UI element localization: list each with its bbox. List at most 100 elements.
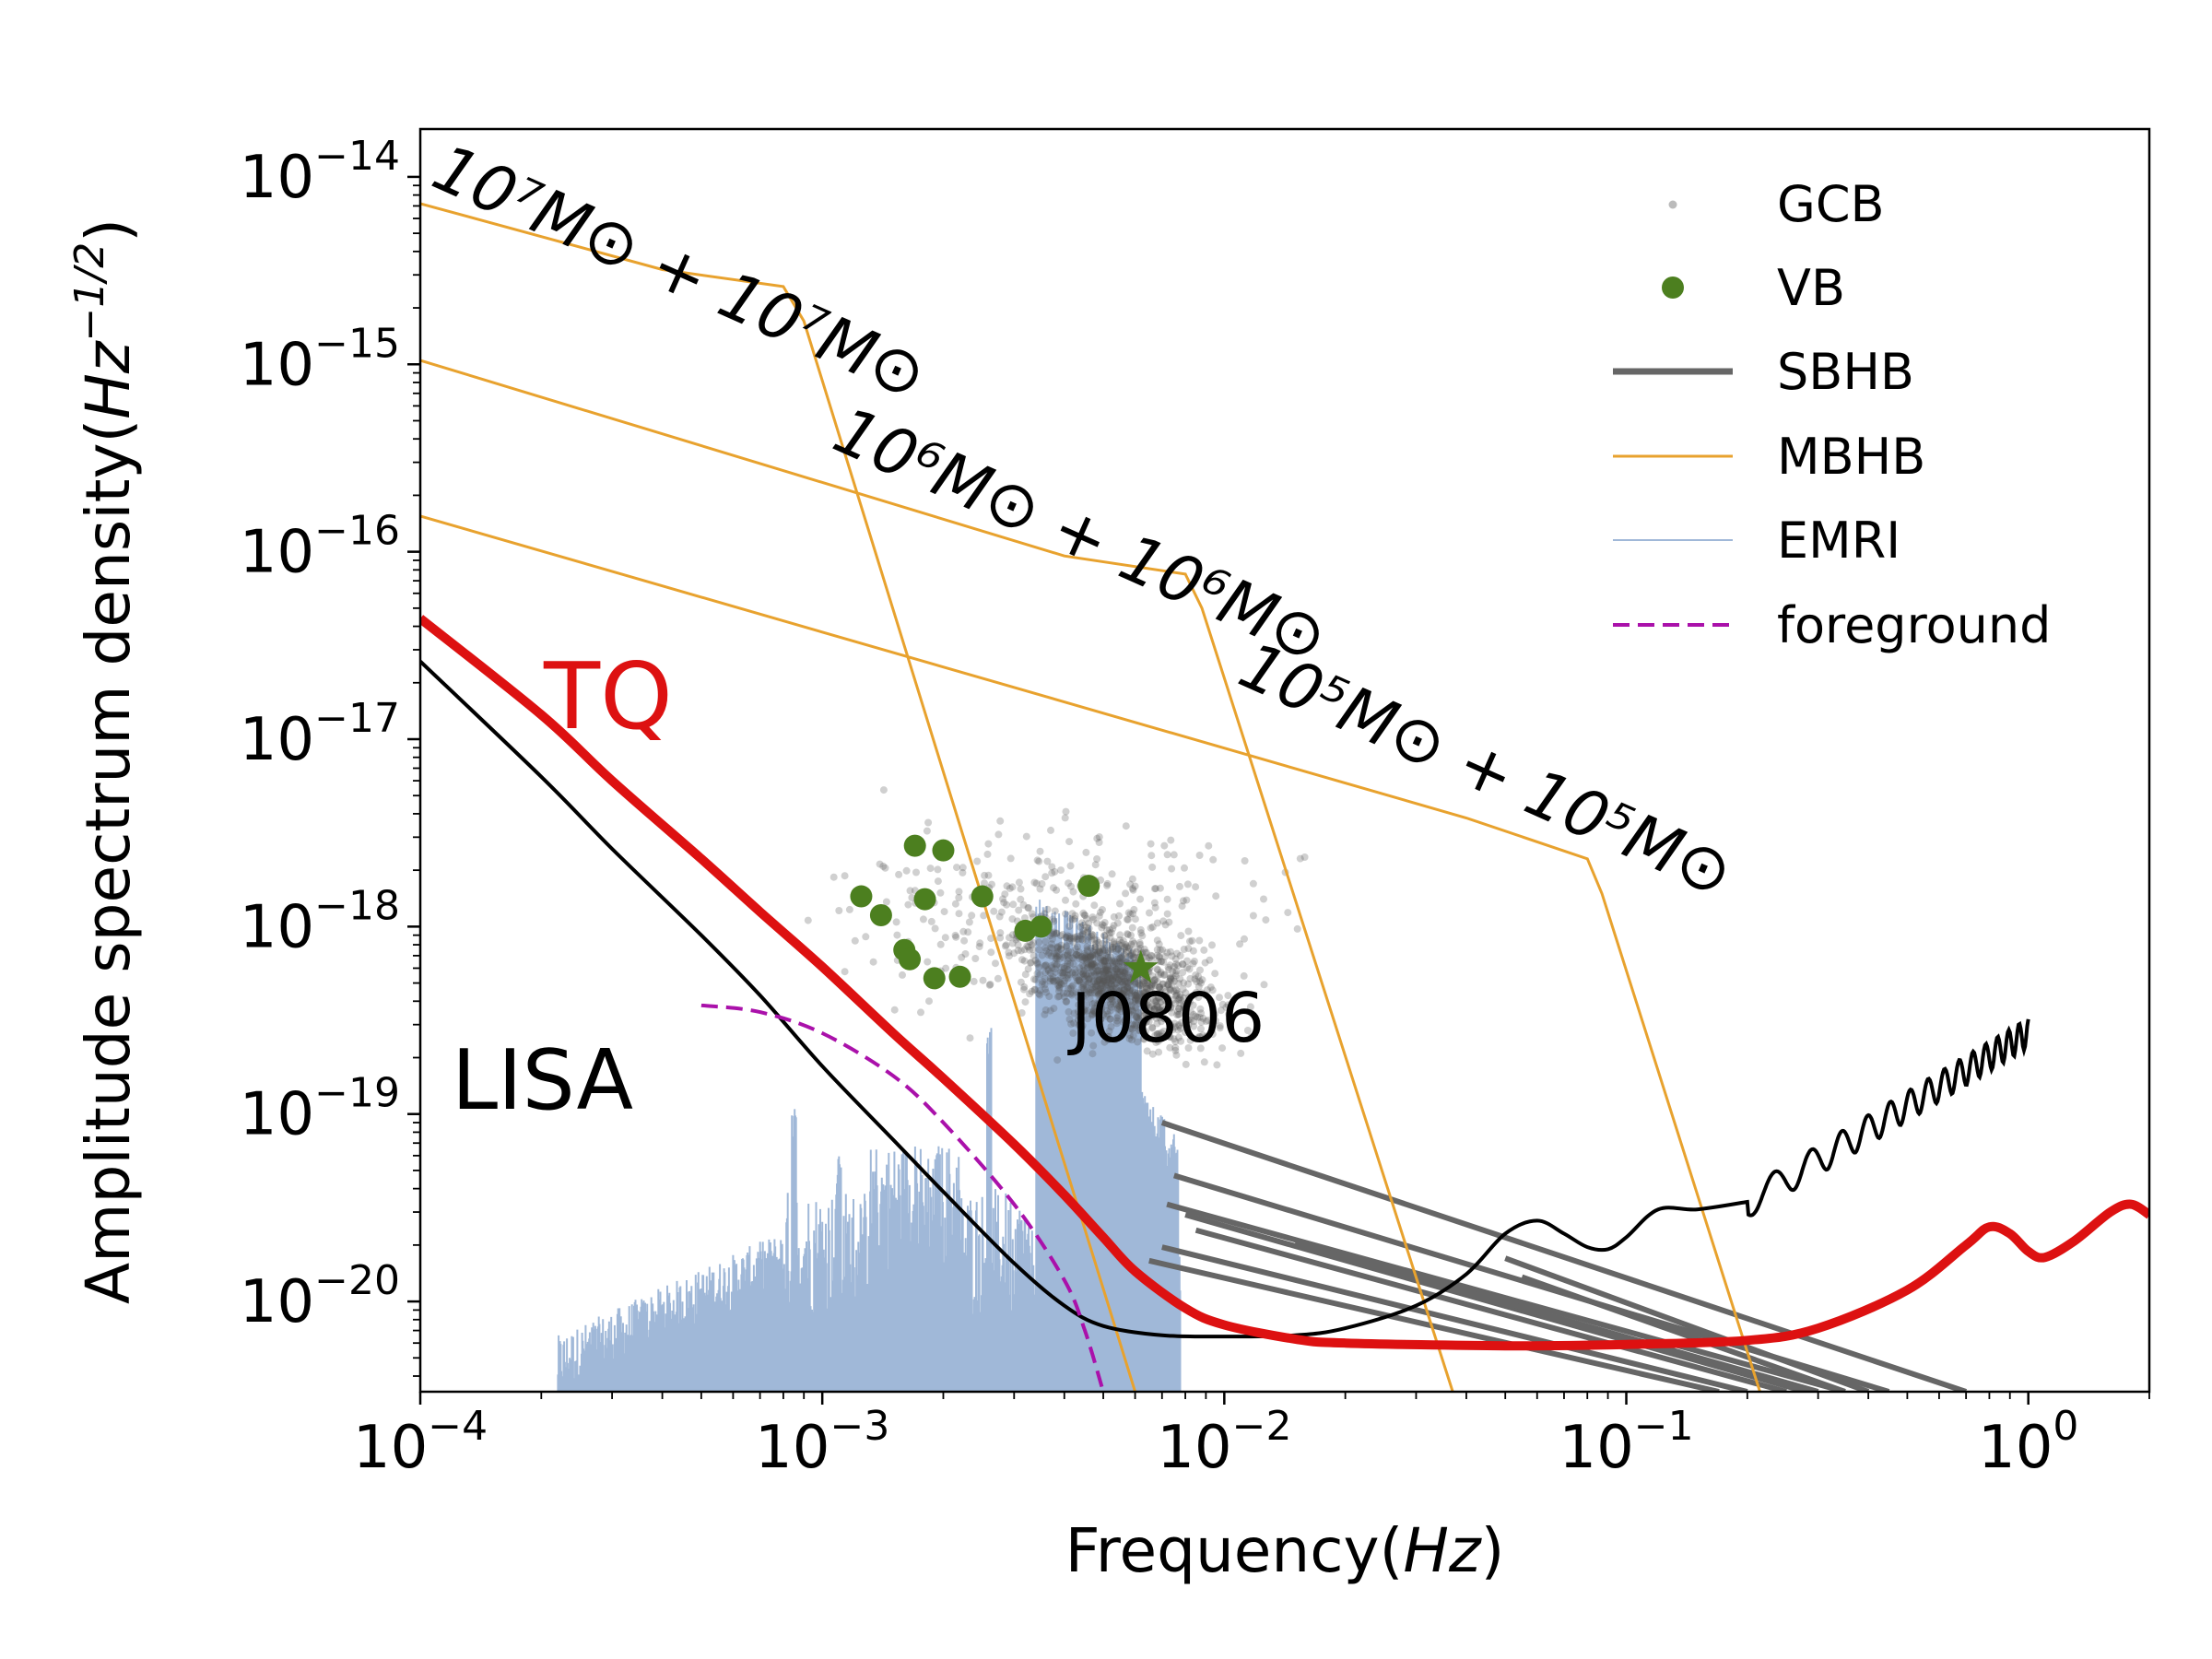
gcb-point — [1170, 851, 1178, 859]
gcb-point — [1061, 977, 1069, 985]
gcb-point — [1104, 981, 1112, 989]
gcb-point — [1048, 863, 1056, 871]
gcb-point — [1131, 997, 1139, 1005]
gcb-point — [1154, 1037, 1162, 1045]
gcb-point — [1167, 986, 1174, 994]
gcb-point — [1175, 994, 1183, 1003]
gcb-point — [1065, 947, 1073, 956]
gcb-point — [955, 910, 963, 918]
gcb-point — [1105, 1027, 1113, 1035]
gcb-point — [1171, 992, 1180, 1000]
x-tick-label: 10−3 — [755, 1403, 889, 1482]
gcb-point — [1137, 982, 1146, 990]
gcb-point — [1091, 970, 1099, 978]
gcb-point — [1100, 931, 1109, 939]
gcb-point — [1182, 999, 1191, 1007]
gcb-point — [1188, 936, 1196, 945]
gcb-point — [1099, 906, 1106, 913]
gcb-point — [1080, 985, 1088, 994]
gcb-point — [904, 900, 912, 909]
gcb-point — [1114, 987, 1123, 995]
gcb-point — [1098, 980, 1106, 988]
gcb-point — [1069, 888, 1077, 896]
gcb-point — [1182, 1060, 1190, 1068]
gcb-point — [1166, 974, 1174, 982]
gcb-point — [1093, 855, 1101, 863]
gcb-point — [1150, 885, 1159, 893]
gcb-point — [1106, 1006, 1114, 1015]
gcb-point — [1073, 977, 1081, 985]
gcb-point — [1156, 1014, 1164, 1022]
gcb-point — [1124, 971, 1132, 978]
gcb-point — [1035, 990, 1043, 998]
vb-point — [932, 839, 955, 862]
gcb-point — [1116, 990, 1124, 998]
gcb-point — [1053, 943, 1062, 951]
gcb-point — [804, 916, 812, 924]
gcb-point — [1039, 978, 1047, 985]
gcb-point — [1072, 973, 1080, 982]
gcb-point — [1175, 1022, 1182, 1030]
gcb-point — [1147, 840, 1155, 848]
gcb-point — [1143, 991, 1151, 999]
gcb-point — [1192, 971, 1200, 979]
gcb-point — [1099, 921, 1106, 929]
gcb-point — [1109, 1000, 1117, 1008]
gcb-point — [1075, 977, 1083, 985]
gcb-point — [1104, 947, 1112, 955]
gcb-point — [1139, 1006, 1147, 1014]
gcb-point — [1102, 1012, 1111, 1020]
gcb-point — [1150, 1006, 1159, 1013]
gcb-point — [1000, 899, 1008, 907]
gcb-point — [1166, 986, 1174, 994]
gcb-point — [1143, 984, 1150, 993]
gcb-point — [1031, 956, 1040, 964]
gcb-point — [1155, 952, 1163, 960]
foreground-curve — [700, 1003, 1105, 1392]
gcb-point — [1091, 943, 1100, 951]
gcb-point — [927, 917, 935, 925]
gcb-point — [1113, 955, 1122, 963]
gcb-point — [1115, 1006, 1124, 1014]
gcb-point — [1088, 1010, 1097, 1018]
gcb-point — [1071, 969, 1079, 977]
gcb-point — [1033, 959, 1041, 967]
gcb-point — [1063, 951, 1071, 959]
gcb-point — [1179, 960, 1187, 969]
gcb-point — [1161, 952, 1170, 960]
gcb-point — [1203, 1032, 1211, 1041]
gcb-point — [936, 940, 945, 948]
gcb-point — [1079, 909, 1088, 917]
sbhb-track — [1194, 1227, 1787, 1392]
gcb-point — [1067, 882, 1076, 890]
gcb-point — [976, 939, 984, 947]
gcb-point — [1110, 922, 1118, 930]
gcb-point — [1094, 976, 1102, 984]
gcb-point — [1100, 958, 1108, 966]
gcb-point — [1114, 975, 1123, 983]
gcb-point — [1123, 915, 1131, 924]
gcb-point — [1048, 869, 1056, 877]
gcb-point — [1107, 977, 1115, 985]
gcb-point — [1165, 977, 1173, 985]
gcb-point — [1042, 988, 1051, 996]
gcb-point — [1074, 1016, 1082, 1024]
gcb-point — [1038, 980, 1046, 988]
gcb-point — [1103, 972, 1112, 981]
gcb-point — [1083, 986, 1090, 994]
gcb-point — [1070, 1019, 1078, 1028]
gcb-point — [1064, 932, 1072, 940]
gcb-point — [1067, 982, 1076, 991]
gcb-point — [1041, 1006, 1050, 1014]
gcb-point — [1102, 979, 1111, 987]
gcb-point — [1071, 933, 1079, 941]
gcb-point — [1150, 976, 1159, 984]
gcb-point — [1119, 996, 1126, 1005]
gcb-point — [1102, 967, 1111, 975]
gcb-point — [1146, 954, 1154, 962]
gcb-point — [1144, 995, 1152, 1004]
gcb-point — [1182, 896, 1191, 904]
gcb-point — [1126, 1025, 1135, 1033]
gcb-point — [1082, 953, 1090, 961]
legend: GCB VB SBHB MBHB EMRI foreground — [1613, 175, 2051, 654]
